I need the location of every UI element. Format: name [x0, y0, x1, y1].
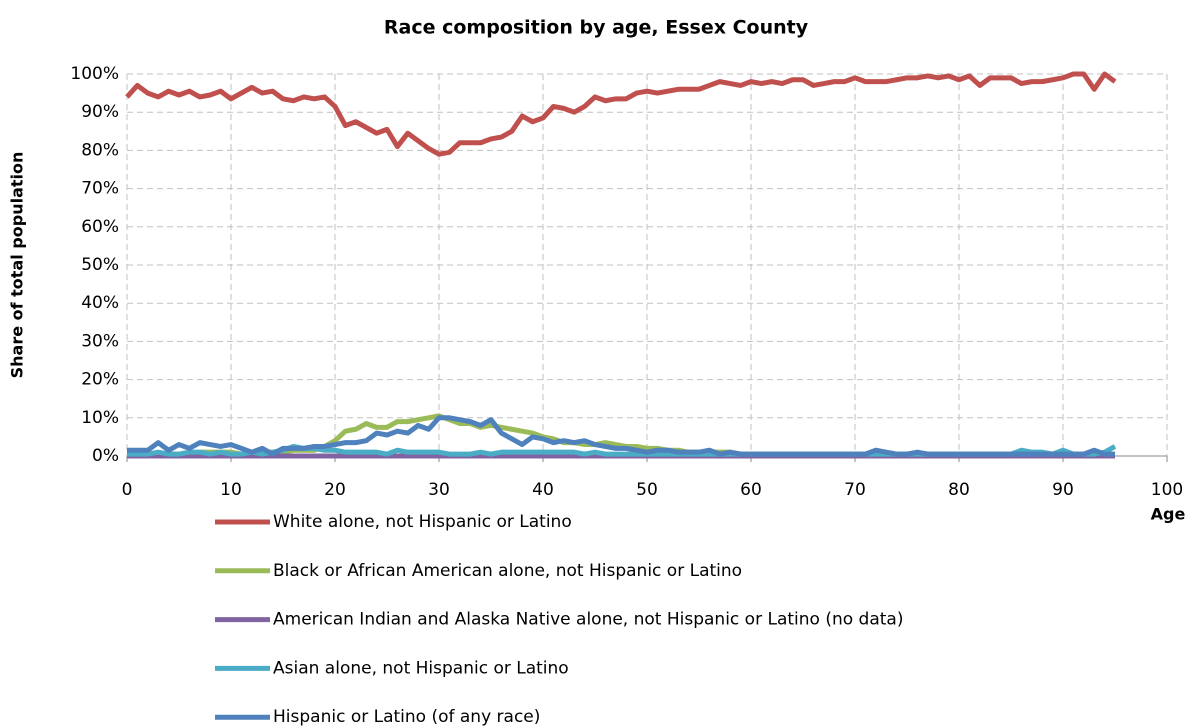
legend-label: American Indian and Alaska Native alone,…	[273, 610, 903, 630]
y-tick-label: 0%	[92, 446, 119, 466]
y-tick-label: 70%	[81, 179, 119, 199]
x-tick-label: 60	[740, 480, 762, 500]
x-axis-title: Age	[1151, 505, 1186, 524]
y-tick-label: 90%	[81, 102, 119, 122]
x-tick-label: 40	[532, 480, 554, 500]
x-tick-label: 0	[122, 480, 133, 500]
x-tick-label: 100	[1151, 480, 1183, 500]
x-tick-label: 80	[948, 480, 970, 500]
x-tick-label: 20	[324, 480, 346, 500]
x-tick-label: 30	[428, 480, 450, 500]
legend-label: Black or African American alone, not His…	[273, 561, 742, 581]
y-tick-label: 20%	[81, 370, 119, 390]
y-tick-label: 100%	[70, 64, 119, 84]
y-tick-label: 60%	[81, 217, 119, 237]
series-line	[125, 71, 1117, 157]
legend-label: White alone, not Hispanic or Latino	[273, 512, 572, 532]
x-tick-label: 90	[1052, 480, 1074, 500]
y-tick-label: 50%	[81, 255, 119, 275]
y-tick-label: 30%	[81, 331, 119, 351]
legend-label: Hispanic or Latino (of any race)	[273, 707, 540, 726]
x-tick-label: 10	[220, 480, 242, 500]
y-tick-label: 80%	[81, 140, 119, 160]
series-line	[127, 415, 1115, 457]
y-axis-title: Share of total population	[8, 152, 27, 379]
chart-title: Race composition by age, Essex County	[384, 17, 809, 39]
y-tick-label: 40%	[81, 293, 119, 313]
legend-label: Asian alone, not Hispanic or Latino	[273, 658, 569, 678]
y-tick-label: 10%	[81, 408, 119, 428]
x-tick-label: 70	[844, 480, 866, 500]
x-tick-label: 50	[636, 480, 658, 500]
